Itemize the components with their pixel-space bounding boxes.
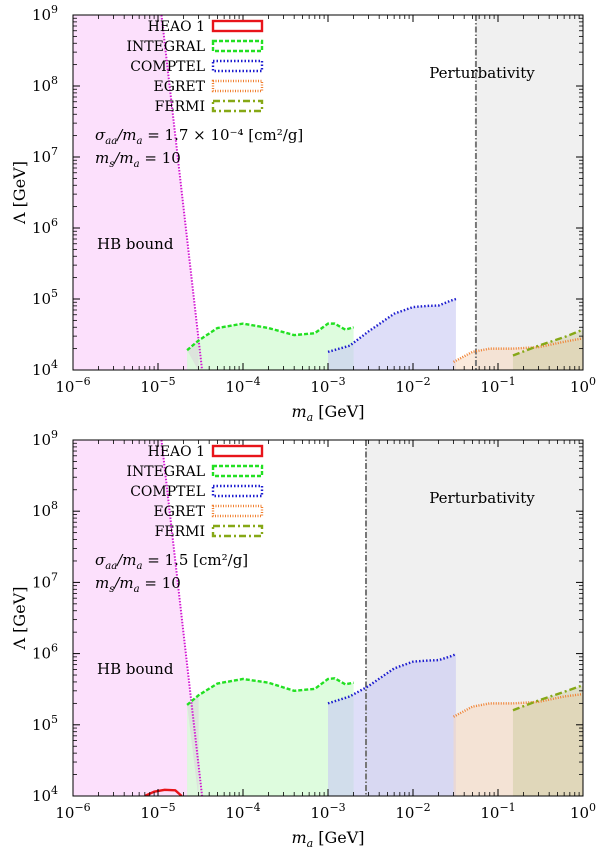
y-tick-label: 108	[32, 74, 58, 95]
hb-bound-region	[73, 15, 203, 370]
series-line-fermi	[512, 328, 583, 357]
legend-swatch-fermi	[211, 99, 264, 113]
annotation-mass-ratio: ms/ma = 10	[95, 574, 181, 595]
x-tick-label: 10−2	[395, 801, 430, 822]
y-tick-label: 107	[32, 570, 58, 591]
annotation-cross-section: σaa/ma = 1.5 [cm²/g]	[95, 551, 248, 572]
x-tick-label: 10−6	[55, 801, 90, 822]
y-tick-label: 104	[32, 358, 58, 379]
series-line-heao-1	[144, 788, 183, 796]
x-axis-label: ma [GeV]	[291, 402, 364, 424]
hb-bound-label: HB bound	[97, 235, 174, 253]
legend-swatch-integral	[211, 39, 264, 53]
gap-region	[187, 695, 199, 796]
excluded-region-fermi	[512, 329, 583, 370]
x-tick-label: 10−5	[140, 375, 175, 396]
x-tick-label: 100	[570, 801, 596, 822]
legend-swatch-egret	[211, 504, 264, 518]
legend-label: HEAO 1	[148, 19, 205, 35]
legend-swatch-egret	[211, 79, 264, 93]
legend-swatch-integral	[211, 464, 264, 478]
excluded-region-comptel	[328, 654, 456, 796]
y-axis-label: Λ [GeV]	[10, 587, 29, 651]
y-tick-label: 109	[32, 428, 58, 449]
x-tick-label: 10−2	[395, 375, 430, 396]
y-tick-label: 105	[32, 287, 58, 308]
legend-label: INTEGRAL	[127, 464, 205, 480]
excluded-region-integral	[187, 323, 354, 370]
x-tick-label: 10−5	[140, 801, 175, 822]
hb-bound-label: HB bound	[97, 660, 174, 678]
chart-panel-top: 10−6 10−5 10−4 10−3 10−2 10−1 100 104 105 106 107 1…	[10, 3, 596, 424]
legend-swatch-fermi	[211, 524, 264, 538]
legend-label: FERMI	[155, 524, 205, 540]
hb-bound-line	[160, 15, 204, 370]
chart-panel-bottom: 10−6 10−5 10−4 10−3 10−2 10−1 100 104 105 106 107 1…	[10, 428, 596, 850]
y-tick-label: 108	[32, 499, 58, 520]
excluded-region-integral	[187, 678, 354, 796]
legend-label: FERMI	[155, 99, 205, 115]
excluded-region-egret	[453, 694, 583, 796]
y-tick-label: 107	[32, 145, 58, 166]
x-tick-label: 10−4	[225, 801, 260, 822]
series-line-integral	[186, 322, 354, 352]
legend-swatch-comptel	[211, 59, 264, 73]
plot-area	[73, 440, 583, 796]
legend-label: COMPTEL	[130, 484, 205, 500]
series-line-integral	[186, 677, 354, 706]
annotation-cross-section: σaa/ma = 1.7 × 10⁻⁴ [cm²/g]	[95, 126, 303, 147]
y-tick-label: 105	[32, 713, 58, 734]
x-tick-label: 10−1	[480, 801, 515, 822]
excluded-region-comptel	[328, 299, 456, 370]
legend-label: EGRET	[153, 79, 205, 95]
x-tick-label: 10−3	[310, 801, 345, 822]
x-tick-label: 10−3	[310, 375, 345, 396]
series-line-fermi	[512, 684, 583, 712]
excluded-region-fermi	[512, 685, 583, 796]
hb-bound-region	[73, 440, 203, 796]
x-axis-label: ma [GeV]	[291, 828, 364, 850]
y-tick-label: 106	[32, 642, 58, 663]
perturbativity-region	[475, 15, 583, 370]
series-line-comptel	[327, 653, 457, 705]
annotation-mass-ratio: ms/ma = 10	[95, 149, 181, 170]
legend-swatch-heao-1	[211, 19, 264, 33]
legend-swatch-comptel	[211, 484, 264, 498]
perturbativity-label: Perturbativity	[429, 64, 535, 82]
x-tick-label: 10−4	[225, 375, 260, 396]
y-tick-label: 109	[32, 3, 58, 24]
x-tick-label: 100	[570, 375, 596, 396]
legend-label: EGRET	[153, 504, 205, 520]
y-tick-label: 104	[32, 784, 58, 805]
legend-label: INTEGRAL	[127, 39, 205, 55]
perturbativity-label: Perturbativity	[429, 489, 535, 507]
legend-label: COMPTEL	[130, 59, 205, 75]
legend-swatch-heao-1	[211, 444, 264, 458]
legend-label: HEAO 1	[148, 444, 205, 460]
y-axis-label: Λ [GeV]	[10, 161, 29, 225]
x-tick-label: 10−1	[480, 375, 515, 396]
y-tick-label: 106	[32, 216, 58, 237]
x-tick-label: 10−6	[55, 375, 90, 396]
plot-area	[73, 15, 583, 370]
